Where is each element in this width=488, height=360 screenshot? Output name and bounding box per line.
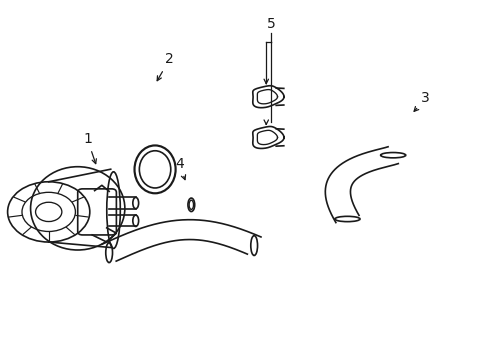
Text: 3: 3: [413, 91, 429, 111]
Text: 5: 5: [266, 17, 275, 31]
Text: 2: 2: [157, 53, 174, 81]
Text: 4: 4: [175, 157, 185, 180]
Text: 1: 1: [83, 132, 96, 164]
